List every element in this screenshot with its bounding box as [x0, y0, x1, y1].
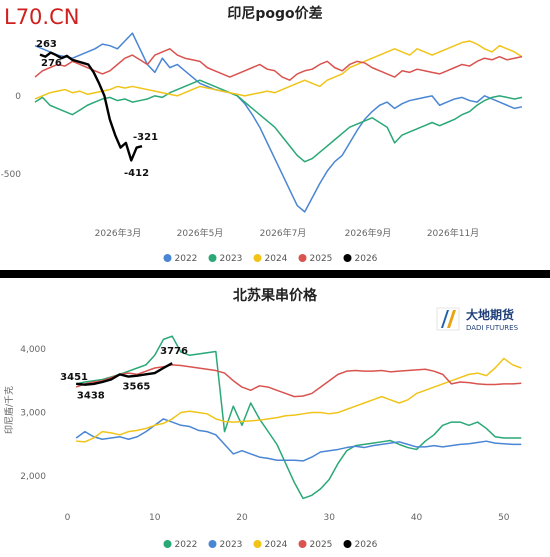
top-data-label-0: 263 — [36, 39, 57, 50]
bottom-chart-title: 北苏果串价格 — [233, 287, 318, 304]
bottom-legend-label-2022[interactable]: 2022 — [175, 540, 198, 550]
bottom-y-tick-1: 3,000 — [20, 409, 46, 419]
top-legend-label-2024[interactable]: 2024 — [265, 254, 288, 264]
bottom-legend-marker-2022[interactable] — [163, 540, 172, 548]
top-y-tick-1: -500 — [1, 170, 22, 180]
top-series-line-2022 — [34, 32, 523, 213]
bottom-data-label-2: 3565 — [123, 382, 151, 393]
top-x-tick-1: 2026年5月 — [177, 227, 224, 239]
bottom-legend-label-2023[interactable]: 2023 — [220, 540, 243, 550]
top-chart-panel: L70.CN 印尼pogo价差 0 -500 2026年3月 2026年5月 2026年… — [0, 0, 550, 270]
site-watermark: L70.CN — [4, 5, 79, 29]
bottom-legend-marker-2026[interactable] — [343, 540, 352, 548]
top-series-line-2026 — [39, 51, 143, 162]
top-data-label-2: -321 — [133, 132, 158, 143]
top-x-tick-4: 2026年11月 — [427, 227, 479, 239]
pogo-spread-chart: L70.CN 印尼pogo价差 0 -500 2026年3月 2026年5月 2026年… — [1, 5, 523, 264]
logo-text-en: DADI FUTURES — [466, 324, 519, 332]
bottom-series-line-2024 — [76, 357, 522, 443]
bottom-x-tick-0: 0 — [65, 513, 71, 523]
top-legend-label-2026[interactable]: 2026 — [355, 254, 378, 264]
bottom-legend-label-2024[interactable]: 2024 — [265, 540, 288, 550]
top-x-tick-2: 2026年7月 — [260, 227, 307, 239]
bottom-data-label-0: 3451 — [60, 372, 88, 383]
bottom-x-tick-3: 30 — [324, 513, 336, 523]
bottom-series-line-2025 — [75, 364, 522, 398]
top-y-tick-0: 0 — [15, 92, 21, 102]
dadi-futures-logo: 大地期货 DADI FUTURES — [436, 307, 519, 332]
top-x-tick-3: 2026年9月 — [345, 227, 392, 239]
bottom-legend-marker-2023[interactable] — [208, 540, 217, 548]
top-data-label-3: -412 — [124, 168, 149, 179]
bottom-series-line-2023 — [75, 418, 522, 462]
bottom-data-label-1: 3438 — [77, 391, 105, 402]
top-legend-marker-2026[interactable] — [343, 254, 352, 262]
bottom-legend-label-2026[interactable]: 2026 — [355, 540, 378, 550]
top-legend-marker-2025[interactable] — [298, 254, 307, 262]
bottom-x-tick-1: 10 — [149, 513, 161, 523]
top-series-line-2024 — [34, 40, 523, 100]
top-data-label-1: 276 — [41, 58, 62, 69]
bottom-series-line-2022 — [76, 335, 522, 500]
top-series-line-2025 — [34, 48, 523, 81]
panel-divider — [0, 270, 550, 278]
bottom-y-tick-0: 2,000 — [20, 472, 46, 482]
north-sumatra-ffb-price-chart: 北苏果串价格 大地期货 DADI FUTURES 印尼盾/千克 2,000 3,0… — [3, 287, 522, 550]
top-x-tick-0: 2026年3月 — [95, 227, 142, 239]
top-series-line-2023 — [34, 79, 523, 163]
bottom-legend-marker-2024[interactable] — [253, 540, 262, 548]
logo-mark-icon — [441, 310, 449, 328]
top-legend-marker-2022[interactable] — [163, 254, 172, 262]
y-axis-label: 印尼盾/千克 — [3, 386, 15, 434]
bottom-y-tick-2: 4,000 — [20, 345, 46, 355]
top-legend-label-2023[interactable]: 2023 — [220, 254, 243, 264]
bottom-legend-label-2025[interactable]: 2025 — [310, 540, 333, 550]
bottom-chart-panel: 北苏果串价格 大地期货 DADI FUTURES 印尼盾/千克 2,000 3,0… — [0, 278, 550, 557]
bottom-x-tick-5: 50 — [498, 513, 510, 523]
top-legend-marker-2023[interactable] — [208, 254, 217, 262]
bottom-x-tick-4: 40 — [411, 513, 423, 523]
bottom-legend-marker-2025[interactable] — [298, 540, 307, 548]
bottom-x-tick-2: 20 — [236, 513, 248, 523]
top-legend-label-2025[interactable]: 2025 — [310, 254, 333, 264]
top-legend-marker-2024[interactable] — [253, 254, 262, 262]
top-legend-label-2022[interactable]: 2022 — [175, 254, 198, 264]
bottom-series-line-2026 — [76, 362, 173, 386]
top-chart-title: 印尼pogo价差 — [227, 5, 322, 22]
logo-text-cn: 大地期货 — [466, 307, 514, 322]
bottom-data-label-3: 3776 — [160, 346, 188, 357]
